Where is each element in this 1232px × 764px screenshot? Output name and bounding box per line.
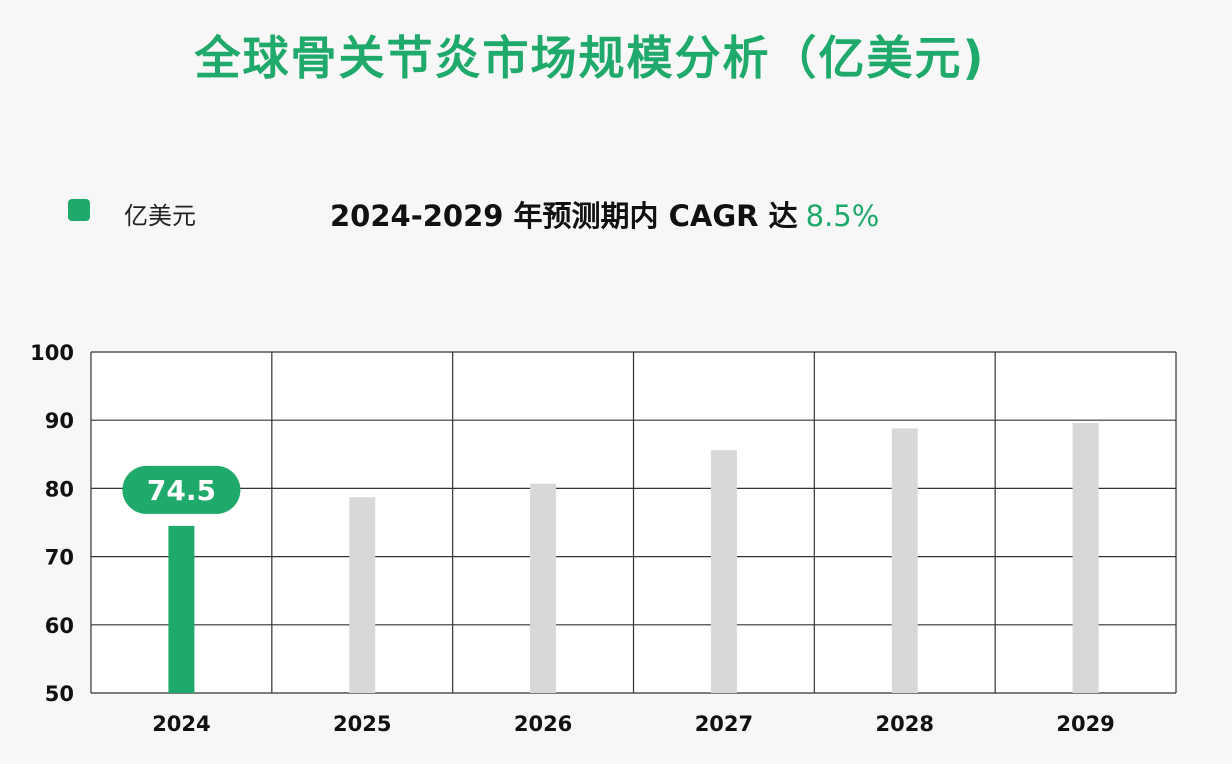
bar-2026	[530, 483, 557, 693]
x-tick-label: 2025	[333, 712, 391, 736]
bar-2025	[349, 497, 376, 693]
bar-2028	[891, 428, 918, 693]
chart-title: 全球骨关节炎市场规模分析（亿美元)	[194, 31, 986, 85]
legend-swatch	[68, 199, 90, 221]
cagr-note: 2024-2029 年预测期内 CAGR 达 8.5%	[330, 193, 879, 235]
bar-2029	[1072, 422, 1099, 693]
x-tick-label: 2028	[876, 712, 934, 736]
bar-2024	[168, 525, 195, 693]
x-tick-label: 2026	[514, 712, 572, 736]
y-tick-label: 50	[45, 682, 74, 706]
y-tick-label: 80	[45, 477, 74, 501]
y-tick-label: 100	[30, 341, 74, 365]
y-tick-label: 90	[45, 409, 74, 433]
legend-label: 亿美元	[124, 202, 196, 230]
cagr-text: 2024-2029 年预测期内 CAGR 达	[330, 199, 798, 233]
data-label-pill	[122, 465, 241, 514]
bar-2027	[710, 450, 737, 693]
cagr-value: 8.5%	[805, 199, 880, 233]
y-tick-label: 60	[45, 614, 74, 638]
x-tick-label: 2029	[1056, 712, 1114, 736]
x-tick-label: 2024	[152, 712, 210, 736]
y-tick-label: 70	[45, 546, 74, 570]
data-label: 74.5	[147, 474, 216, 507]
x-tick-label: 2027	[695, 712, 753, 736]
